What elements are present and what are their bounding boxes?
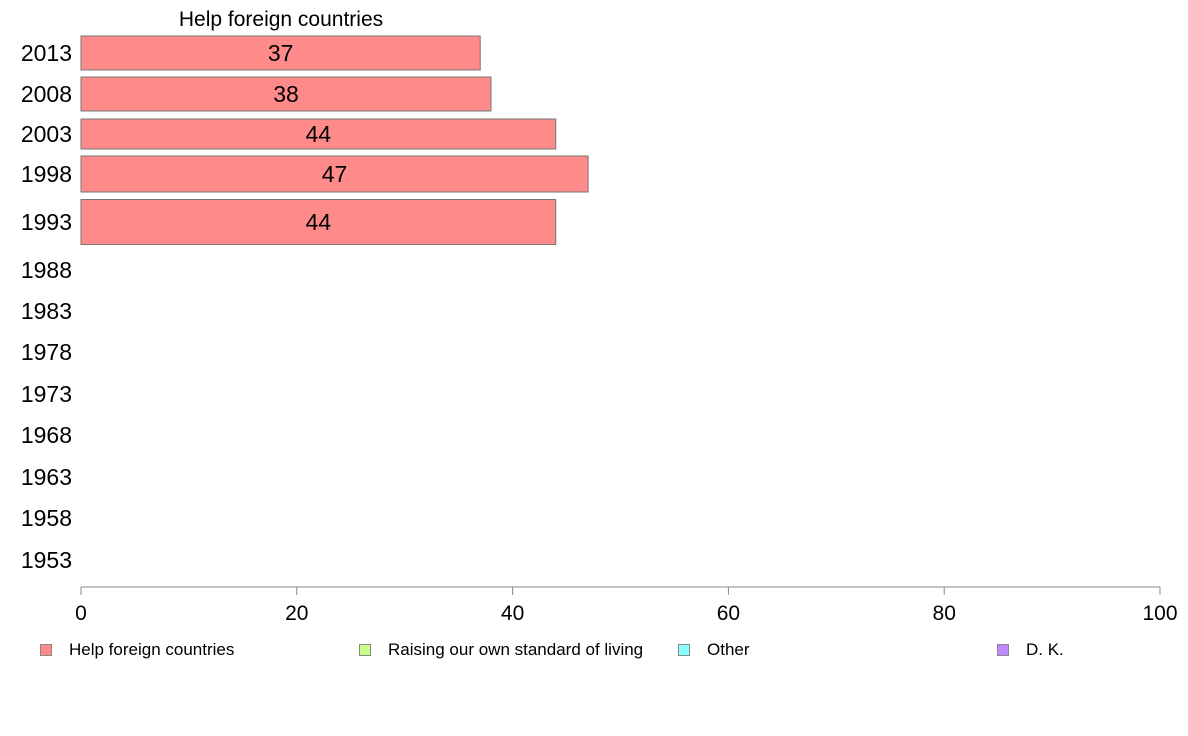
y-tick-label: 1993: [21, 209, 72, 235]
legend-item-dk: D. K.: [997, 640, 1064, 660]
x-tick-label: 20: [285, 602, 308, 625]
x-tick-label: 40: [501, 602, 524, 625]
legend-swatch-dk: [997, 644, 1009, 656]
y-tick-label: 1998: [21, 161, 72, 187]
legend-label: D. K.: [1026, 640, 1064, 659]
legend-swatch-raising-standard: [359, 644, 371, 656]
bar: [80, 199, 557, 245]
bars-group: [80, 35, 589, 245]
legend-item-other: Other: [678, 640, 750, 660]
y-tick-label: 2003: [21, 121, 72, 147]
bar-value-label: 38: [273, 81, 299, 107]
bar-value-label: 37: [268, 40, 294, 66]
bar-value-label: 44: [306, 209, 332, 235]
legend-swatch-help-foreign: [40, 644, 52, 656]
legend-label: Raising our own standard of living: [388, 640, 644, 659]
bar-value-label: 47: [322, 161, 348, 187]
y-tick-label: 1963: [21, 464, 72, 490]
x-tick-label: 60: [717, 602, 740, 625]
x-tick-label: 0: [75, 602, 87, 625]
y-tick-label: 1983: [21, 298, 72, 324]
bar: [80, 35, 481, 71]
bar-labels-group: 37 38 44 47 44: [268, 40, 348, 235]
y-tick-label: 1958: [21, 505, 72, 531]
y-tick-label: 1978: [21, 339, 72, 365]
legend-label: Other: [707, 640, 750, 659]
legend: Help foreign countries Raising our own s…: [0, 640, 1188, 662]
y-tick-label: 1968: [21, 422, 72, 448]
bar: [80, 155, 589, 193]
bar: [80, 76, 492, 112]
legend-label: Help foreign countries: [69, 640, 235, 659]
y-tick-label: 1988: [21, 257, 72, 283]
legend-item-raising-standard: Raising our own standard of living: [359, 640, 643, 660]
y-tick-label: 2008: [21, 81, 72, 107]
chart-title: Help foreign countries: [179, 8, 383, 31]
y-axis-labels: 2013 2008 2003 1998 1993 1988 1983 1978 1973 1968…: [21, 40, 72, 573]
bar: [80, 118, 557, 150]
x-axis: 0 20 40 60 80 100: [75, 586, 1178, 625]
legend-swatch-other: [678, 644, 690, 656]
y-tick-label: 2013: [21, 40, 72, 66]
x-tick-label: 80: [933, 602, 956, 625]
x-tick-label: 100: [1142, 602, 1177, 625]
legend-item-help-foreign: Help foreign countries: [40, 640, 234, 660]
y-tick-label: 1953: [21, 547, 72, 573]
y-tick-label: 1973: [21, 381, 72, 407]
bar-value-label: 44: [306, 121, 332, 147]
